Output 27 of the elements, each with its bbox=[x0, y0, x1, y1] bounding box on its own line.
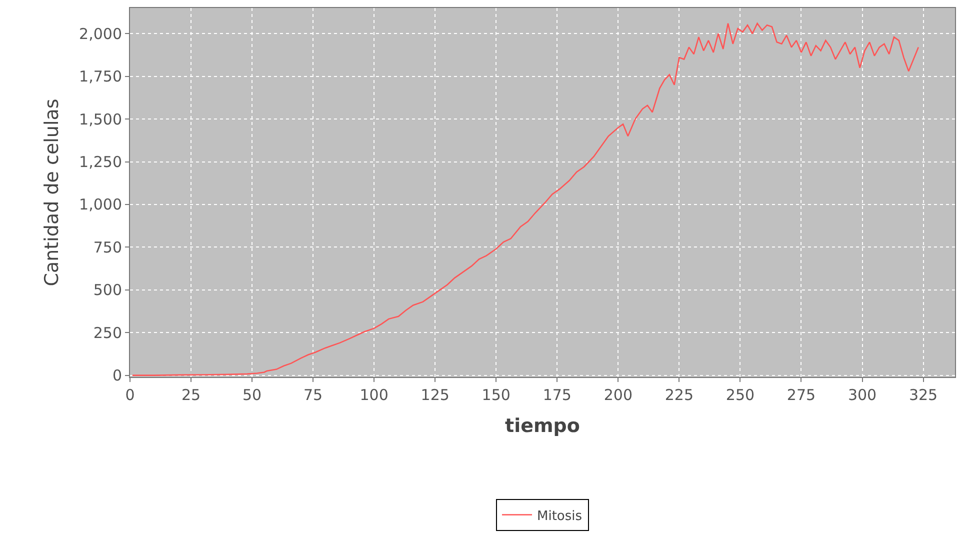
x-tick-label: 150 bbox=[482, 386, 510, 404]
legend-label: Mitosis bbox=[537, 508, 582, 524]
x-tick-label: 125 bbox=[420, 386, 450, 404]
x-tick-label: 300 bbox=[848, 386, 877, 404]
x-tick-label: 175 bbox=[542, 386, 572, 404]
y-tick-label: 1,500 bbox=[79, 110, 122, 128]
y-tick-label: 750 bbox=[93, 238, 122, 256]
x-tick-label: 325 bbox=[908, 386, 938, 404]
x-tick-label: 275 bbox=[786, 386, 816, 404]
x-tick-label: 75 bbox=[304, 386, 323, 404]
y-axis-title: Cantidad de celulas bbox=[40, 98, 63, 286]
y-tick-label: 1,250 bbox=[79, 153, 122, 171]
y-tick-label: 1,000 bbox=[79, 196, 122, 214]
x-tick-label: 200 bbox=[604, 386, 632, 404]
line-series bbox=[132, 22, 920, 376]
x-tick-label: 0 bbox=[125, 386, 135, 404]
y-tick-label: 1,750 bbox=[79, 68, 122, 86]
y-tick-label: 500 bbox=[93, 281, 122, 300]
x-tick-label: 100 bbox=[360, 386, 388, 404]
x-tick-label: 225 bbox=[664, 386, 694, 404]
y-tick-label: 0 bbox=[112, 366, 122, 385]
y-tick-label: 2,000 bbox=[79, 24, 122, 43]
x-tick-label: 250 bbox=[726, 386, 755, 404]
y-tick-label: 250 bbox=[93, 324, 122, 342]
x-axis-title: tiempo bbox=[505, 414, 580, 437]
x-tick-label: 50 bbox=[242, 386, 262, 404]
x-tick-label: 25 bbox=[181, 386, 201, 404]
